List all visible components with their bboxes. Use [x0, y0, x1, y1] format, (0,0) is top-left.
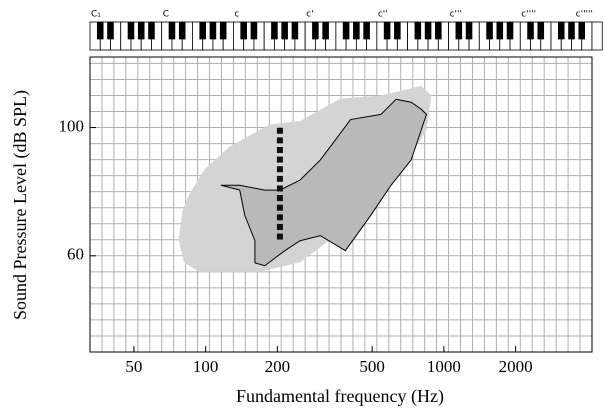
- white-key: [591, 21, 603, 51]
- octave-label: c'''': [521, 10, 536, 20]
- black-key: [240, 22, 247, 40]
- black-key: [496, 22, 504, 40]
- black-key: [127, 22, 135, 40]
- black-key: [465, 22, 473, 40]
- y-axis-label: Sound Pressure Level (dB SPL): [10, 90, 31, 320]
- point: [276, 223, 283, 230]
- black-key: [168, 22, 176, 40]
- plot-frame: [89, 56, 593, 353]
- point: [276, 127, 283, 134]
- black-key: [506, 22, 514, 40]
- octave-label: C: [163, 10, 169, 20]
- black-key: [424, 22, 432, 40]
- black-key: [342, 22, 350, 40]
- black-key: [271, 22, 278, 40]
- octave-label: c''': [450, 10, 462, 20]
- black-key: [148, 22, 155, 40]
- x-tick-label: 200: [265, 357, 291, 376]
- black-key: [363, 22, 370, 40]
- black-key: [291, 22, 299, 40]
- black-key: [199, 22, 206, 40]
- octave-label: c''''': [576, 10, 593, 20]
- black-key: [455, 22, 463, 40]
- octave-label: C₁: [91, 10, 101, 20]
- point: [276, 156, 283, 163]
- point: [276, 137, 283, 144]
- black-key: [219, 22, 227, 40]
- x-tick-label: 500: [359, 357, 385, 376]
- region: [220, 98, 428, 267]
- x-tick-label: 2000: [499, 357, 533, 376]
- black-key: [209, 22, 217, 40]
- x-axis-label: Fundamental frequency (Hz): [236, 386, 444, 407]
- point: [276, 204, 283, 211]
- point: [276, 175, 283, 182]
- x-tick-label: 50: [125, 357, 142, 376]
- black-key: [96, 22, 104, 40]
- point: [276, 233, 283, 240]
- black-key: [527, 22, 534, 40]
- y-tick-label: 100: [59, 116, 85, 135]
- black-key: [383, 22, 391, 40]
- black-key: [250, 22, 258, 40]
- point: [276, 214, 283, 221]
- black-key: [568, 22, 575, 40]
- black-key: [557, 22, 565, 40]
- black-key: [414, 22, 422, 40]
- black-key: [537, 22, 545, 40]
- octave-label: c: [234, 10, 239, 20]
- black-key: [578, 22, 586, 40]
- black-key: [394, 22, 401, 40]
- black-key: [322, 22, 329, 40]
- octave-label: c': [306, 10, 313, 20]
- black-key: [435, 22, 442, 40]
- octave-label: c'': [378, 10, 388, 20]
- black-key: [137, 22, 145, 40]
- point: [276, 146, 283, 153]
- y-tick-label: 60: [67, 245, 84, 264]
- black-key: [353, 22, 360, 40]
- black-key: [281, 22, 288, 40]
- x-tick-label: 100: [193, 357, 219, 376]
- point: [276, 185, 283, 192]
- black-key: [486, 22, 493, 40]
- black-key: [312, 22, 319, 40]
- point: [276, 166, 283, 173]
- x-tick-label: 1000: [427, 357, 461, 376]
- point: [276, 195, 283, 202]
- black-key: [107, 22, 114, 40]
- black-key: [178, 22, 186, 40]
